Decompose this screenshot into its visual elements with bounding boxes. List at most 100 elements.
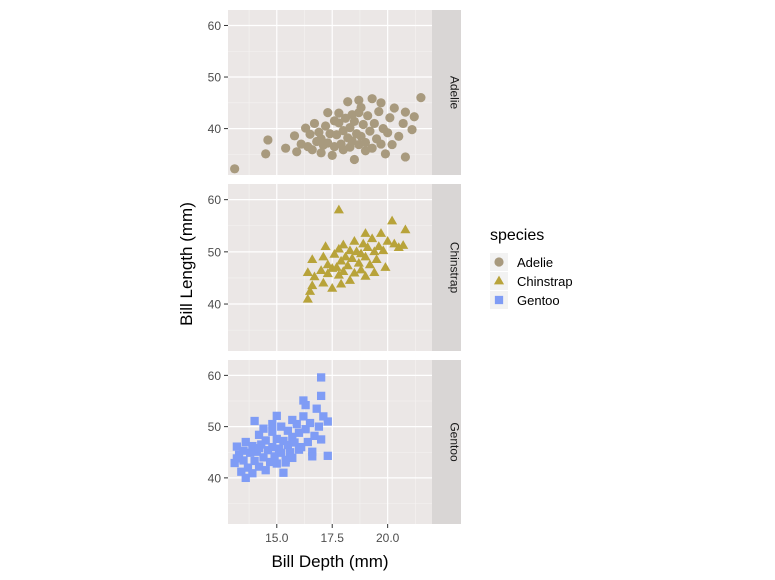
facet-panel-adelie: 40 50 60 Adelie [208,10,462,175]
data-point [250,456,259,466]
data-point [389,238,400,248]
data-point [382,235,393,245]
data-point [387,139,397,150]
facet-strip [432,360,461,524]
data-point [230,458,239,468]
data-point [385,113,395,123]
facet-strip [432,184,461,351]
y-tick-label: 50 [208,71,222,85]
facet-strip [432,10,461,175]
data-point [290,438,299,447]
data-point [246,448,255,457]
data-point [292,147,302,157]
data-point [232,442,242,451]
y-tick-label: 50 [208,245,222,259]
data-point [380,149,391,159]
data-point [277,422,286,431]
data-point [333,204,344,214]
y-tick-label: 40 [208,471,222,485]
y-axis-title: Bill Length (mm) [177,202,196,326]
data-point [327,150,337,161]
data-point [307,254,318,263]
series-points-gentoo [230,373,332,483]
panel-background [228,10,432,175]
x-tick-label: 17.5 [321,531,345,545]
data-point [416,93,426,103]
data-point [374,106,384,117]
data-point [239,446,248,455]
data-point [277,448,286,457]
data-point [261,436,270,445]
data-point [387,215,398,225]
data-point [327,282,338,292]
x-axis-title: Bill Depth (mm) [271,552,388,571]
data-point [272,459,281,468]
data-point [331,262,342,271]
data-point [307,280,318,290]
data-point [316,148,326,158]
data-point [398,118,408,129]
data-point [332,130,342,140]
data-point [259,453,268,462]
data-point [371,254,382,263]
data-point [299,412,308,421]
data-point [349,235,360,245]
data-point [389,103,399,113]
data-point [367,233,378,243]
data-point [308,447,317,456]
data-point [358,119,368,130]
data-point [305,129,315,139]
data-point [398,240,409,249]
data-point [241,437,250,447]
data-point [272,411,281,421]
y-tick-label: 60 [208,369,222,383]
legend: species Adelie Chinstrap Gentoo [490,227,573,309]
data-point [310,431,319,440]
data-point [342,260,353,270]
facet-panel-chinstrap: 40 50 60 Chinstrap [208,184,462,351]
data-point [365,126,375,136]
data-point [336,278,347,288]
data-point [394,131,404,141]
data-point [347,110,357,120]
data-point [272,434,281,444]
data-point [360,270,371,280]
data-point [323,108,333,118]
data-point [355,264,367,274]
y-tick-label: 60 [208,19,222,33]
data-point [338,266,349,275]
data-point [237,467,246,476]
data-point [248,469,257,478]
data-point [283,440,293,450]
data-point [358,238,369,248]
facet-strip-label: Gentoo [448,422,462,462]
legend-title: species [490,227,544,244]
data-point [343,97,353,107]
data-point [329,116,340,126]
y-tick-label: 60 [208,193,222,207]
data-point [400,224,411,234]
data-point [354,95,364,105]
data-point [329,249,340,258]
data-point [349,154,359,165]
data-point [316,435,326,444]
data-point [305,418,315,428]
data-point [281,143,291,153]
data-point [301,425,310,434]
facet-strip-label: Chinstrap [448,242,462,294]
data-point [268,427,277,436]
data-point [367,143,377,153]
data-point [261,149,271,159]
data-point [288,453,297,463]
data-point [360,137,371,148]
data-point [362,242,373,251]
data-point [344,275,356,284]
data-point [248,441,257,451]
legend-item-chinstrap: Chinstrap [490,272,573,290]
data-point [250,416,259,426]
legend-key-square [494,295,504,305]
facet-strip-label: Adelie [448,76,462,110]
data-point [407,125,417,135]
data-point [279,468,288,477]
legend-label: Adelie [517,255,553,270]
